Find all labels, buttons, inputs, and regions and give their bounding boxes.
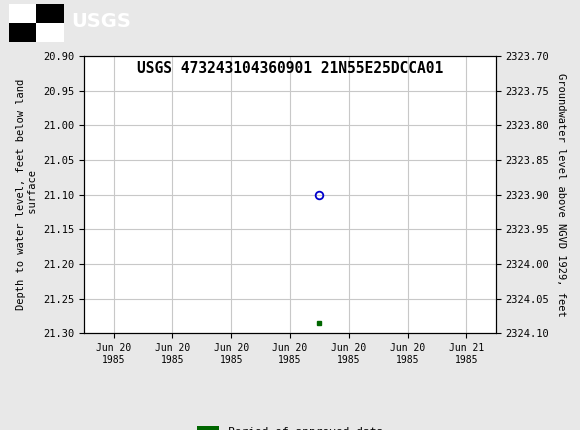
FancyBboxPatch shape — [36, 3, 64, 22]
Text: USGS 473243104360901 21N55E25DCCA01: USGS 473243104360901 21N55E25DCCA01 — [137, 61, 443, 76]
FancyBboxPatch shape — [9, 22, 36, 42]
FancyBboxPatch shape — [36, 22, 64, 42]
Y-axis label: Depth to water level, feet below land
 surface: Depth to water level, feet below land su… — [16, 79, 38, 310]
Y-axis label: Groundwater level above NGVD 1929, feet: Groundwater level above NGVD 1929, feet — [556, 73, 566, 316]
Legend: Period of approved data: Period of approved data — [193, 422, 387, 430]
Text: USGS: USGS — [71, 12, 130, 31]
FancyBboxPatch shape — [9, 3, 36, 22]
